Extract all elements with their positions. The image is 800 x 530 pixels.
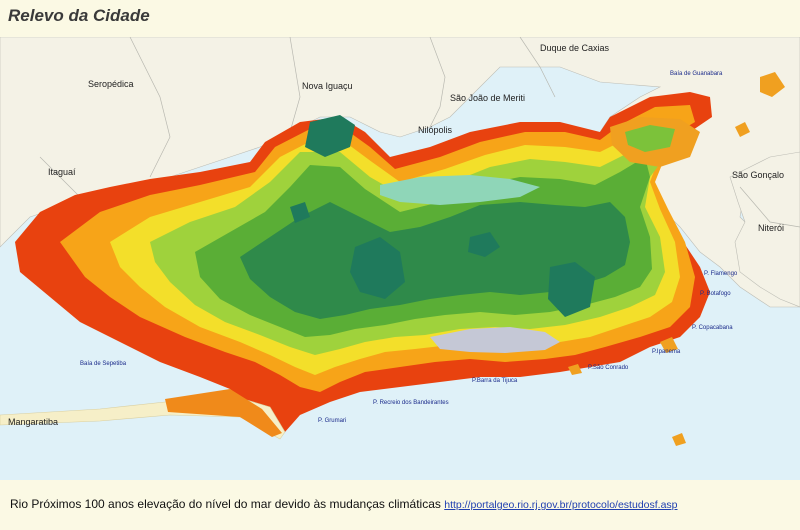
island-green (625, 125, 675, 152)
label-seropedica: Seropédica (88, 79, 134, 89)
municipal-boundaries (39, 37, 800, 228)
lagoon-zone (430, 327, 560, 353)
label-p-flamengo: P. Flamengo (704, 271, 738, 277)
label-p-recreio: P. Recreio dos Bandeirantes (373, 400, 449, 406)
label-p-grumari: P. Grumari (318, 418, 346, 424)
neighbor-land-east (729, 151, 800, 308)
label-baia-guanabara: Baía de Guanabara (670, 71, 723, 77)
label-p-ipanema: P.Ipanema (652, 349, 681, 355)
label-mangaratiba: Mangaratiba (8, 417, 58, 427)
label-niteroi: Niterói (758, 223, 784, 233)
restinga-colored (165, 389, 282, 437)
label-sao-goncalo: São Gonçalo (732, 170, 784, 180)
label-p-barra-da-tijuca: P.Barra da Tijuca (472, 378, 518, 384)
label-p-sao-conrado: P.São Conrado (588, 365, 629, 371)
label-p-copacabana: P. Copacabana (692, 325, 733, 331)
relief-map: Seropédica Nova Iguaçu Duque de Caxias S… (0, 37, 800, 480)
caption: Rio Próximos 100 anos elevação do nível … (10, 497, 678, 511)
valley-zone (380, 175, 540, 205)
label-nova-iguacu: Nova Iguaçu (302, 81, 353, 91)
label-sao-joao-de-meriti: São João de Meriti (450, 93, 525, 103)
label-nilopolis: Nilópolis (418, 125, 453, 135)
map-title: Relevo da Cidade (8, 6, 150, 25)
caption-text: Rio Próximos 100 anos elevação do nível … (10, 497, 441, 511)
source-link[interactable]: http://portalgeo.rio.rj.gov.br/protocolo… (444, 499, 678, 511)
label-baia-sepetiba: Baía de Sepetiba (80, 361, 127, 367)
dark-green-zone (240, 202, 630, 319)
mountain-peaks (290, 115, 595, 317)
label-p-botafogo: P. Botafogo (700, 291, 731, 297)
label-duque-de-caxias: Duque de Caxias (540, 43, 610, 53)
label-itaguai: Itaguaí (48, 167, 76, 177)
